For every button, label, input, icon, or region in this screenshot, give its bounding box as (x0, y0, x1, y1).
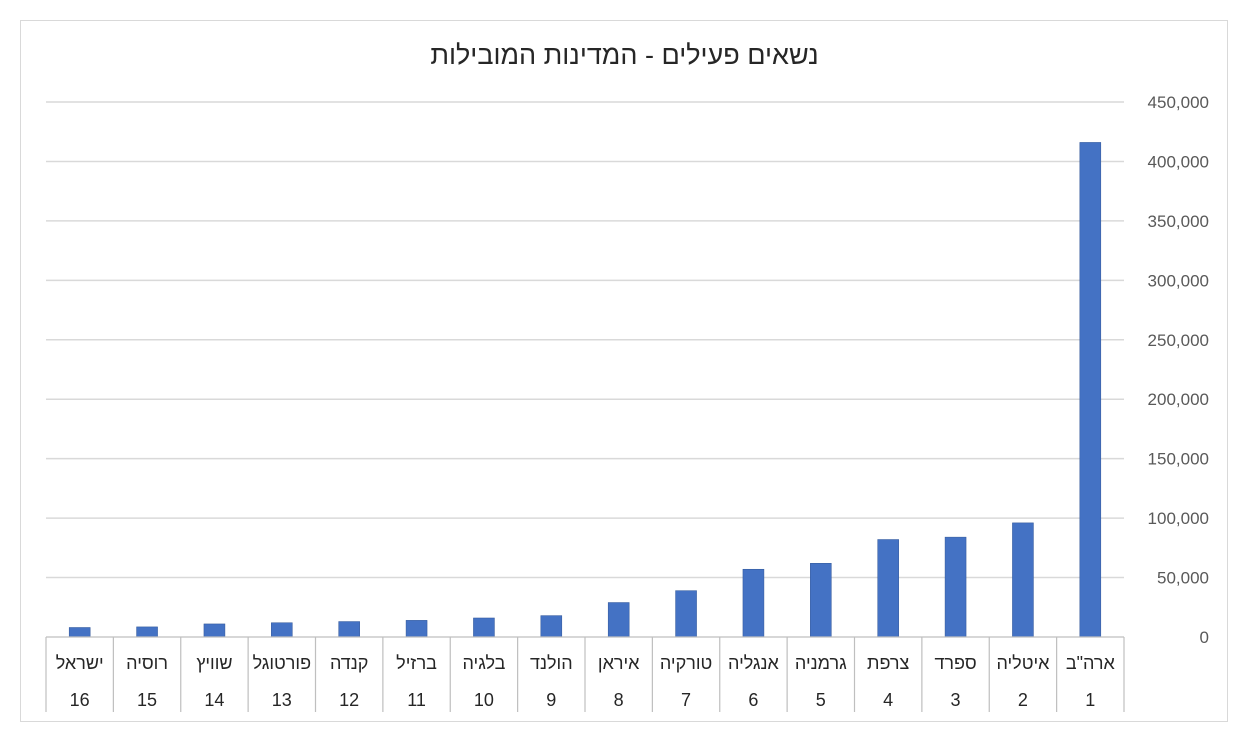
category-label: רוסיה (126, 653, 168, 673)
y-tick-label: 400,000 (1148, 152, 1209, 171)
y-tick-label: 450,000 (1148, 93, 1209, 112)
bar (742, 568, 765, 638)
bar (810, 563, 832, 638)
bar (540, 615, 563, 638)
category-label: בלגיה (462, 653, 505, 673)
category-label: איטליה (996, 653, 1050, 673)
rank-label: 4 (883, 690, 893, 710)
chart-title: נשאים פעילים - המדינות המובילות (430, 40, 819, 70)
gridlines (46, 101, 1124, 579)
bar (136, 626, 158, 638)
y-tick-label: 200,000 (1148, 390, 1209, 409)
bar (338, 621, 360, 638)
bar (405, 620, 428, 638)
category-labels: ארה"ב איטליה ספרד צרפת גרמניה אנגליה טורקיה איר… (56, 653, 1116, 673)
bar (68, 627, 91, 638)
category-label: הולנד (530, 653, 573, 673)
rank-label: 11 (407, 690, 426, 710)
y-tick-label: 0 (1200, 628, 1209, 647)
rank-label: 16 (70, 690, 90, 710)
bar (1012, 522, 1034, 638)
bar (1079, 142, 1102, 638)
rank-label: 14 (204, 690, 224, 710)
rank-label: 6 (748, 690, 758, 710)
bar (877, 539, 899, 638)
chart-frame (20, 20, 1228, 722)
bar (675, 590, 697, 638)
rank-label: 2 (1018, 690, 1028, 710)
category-label: שוויץ (196, 653, 232, 673)
bar (203, 623, 226, 638)
bar (944, 536, 967, 638)
y-tick-label: 300,000 (1148, 271, 1209, 290)
category-label: גרמניה (795, 653, 847, 673)
rank-label: 10 (474, 690, 494, 710)
bars (68, 142, 1102, 638)
y-tick-label: 100,000 (1148, 509, 1209, 528)
rank-label: 1 (1085, 690, 1095, 710)
bar (473, 617, 495, 638)
y-tick-label: 150,000 (1148, 450, 1209, 469)
category-label: ספרד (934, 653, 976, 673)
category-label: קנדה (330, 653, 368, 673)
category-label: אנגליה (728, 653, 780, 673)
category-label: טורקיה (660, 653, 712, 673)
rank-label: 3 (951, 690, 961, 710)
bar (271, 622, 293, 638)
rank-label: 12 (339, 690, 359, 710)
category-label: ישראל (56, 653, 104, 673)
category-label: איראן (598, 653, 640, 673)
category-label: ארה"ב (1066, 653, 1116, 673)
y-axis-tick-labels: 0 50,000 100,000 150,000 200,000 250,000 300,0… (1148, 93, 1209, 647)
category-label: ברזיל (396, 653, 437, 673)
rank-label: 9 (546, 690, 556, 710)
rank-label: 15 (137, 690, 157, 710)
y-tick-label: 350,000 (1148, 212, 1209, 231)
rank-label: 8 (614, 690, 624, 710)
category-label: צרפת (867, 653, 909, 673)
category-label: פורטוגל (253, 653, 311, 673)
rank-label: 13 (272, 690, 292, 710)
y-tick-label: 50,000 (1157, 569, 1209, 588)
y-tick-label: 250,000 (1148, 331, 1209, 350)
category-table (45, 636, 1125, 712)
bar (607, 602, 630, 638)
rank-label: 5 (816, 690, 826, 710)
rank-label: 7 (681, 690, 691, 710)
